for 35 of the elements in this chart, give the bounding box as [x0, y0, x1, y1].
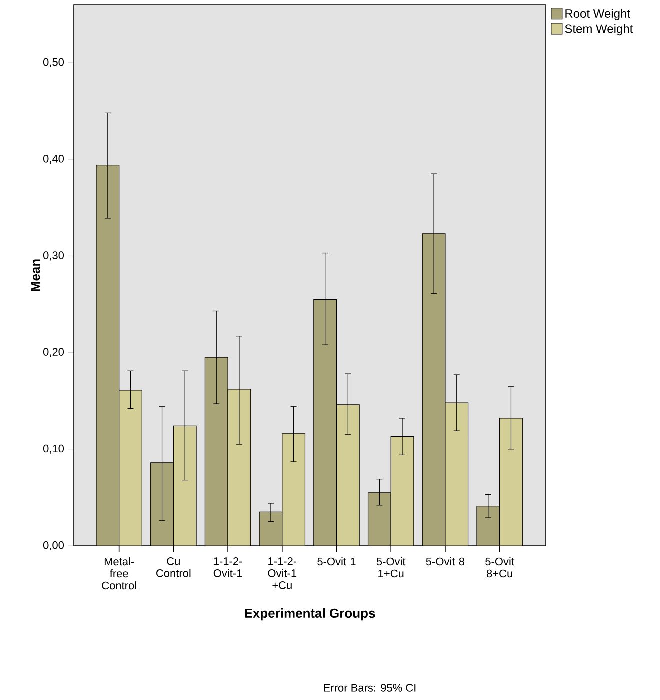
bar	[282, 434, 306, 546]
x-tick-label: Cu Control	[156, 558, 191, 578]
bar	[119, 390, 142, 546]
legend-label: Root Weight	[566, 9, 630, 20]
bar	[174, 426, 197, 546]
legend-label: Stem Weight	[565, 24, 634, 36]
bar	[391, 436, 414, 546]
bar	[314, 300, 337, 546]
y-tick-label: 0,20	[43, 348, 64, 358]
bar	[205, 358, 228, 546]
x-tick-label: Metal-free Control	[102, 558, 136, 590]
x-tick-label: 5-Ovit 8+Cu	[486, 558, 514, 578]
bar	[260, 512, 282, 546]
x-tick-label: 5-Ovit 1+Cu	[376, 558, 406, 578]
y-axis-title: Mean	[31, 260, 40, 292]
bar	[445, 403, 468, 546]
x-tick-label: 5-Ovit 8	[426, 558, 465, 566]
x-tick-label: 1-1-2-Ovit-1	[214, 558, 242, 578]
bar	[368, 492, 392, 546]
x-tick-label: 1-1-2-Ovit-1 +Cu	[268, 558, 297, 590]
text: Error Bars: 95% CI	[324, 684, 416, 692]
bar	[422, 234, 446, 546]
bar	[96, 165, 120, 546]
x-axis-title: Experimental Groups	[245, 608, 376, 621]
bar	[150, 462, 174, 546]
y-tick-label: 0,40	[43, 155, 64, 164]
bar	[228, 389, 251, 546]
y-tick-label: 0,00	[43, 541, 64, 551]
x-tick-label: 5-Ovit 1	[318, 558, 356, 566]
bar	[336, 404, 360, 546]
bar	[476, 506, 500, 546]
bar	[500, 418, 523, 546]
y-tick-label: 0,30	[43, 252, 64, 261]
y-tick-label: 0,50	[43, 58, 64, 68]
y-tick-label: 0,10	[43, 444, 64, 454]
